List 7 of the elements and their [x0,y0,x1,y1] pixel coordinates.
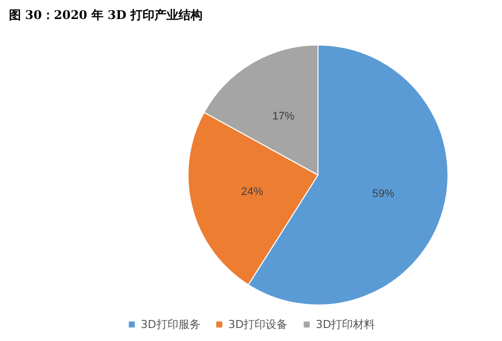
legend-label: 3D打印设备 [228,318,288,331]
data-label: 24% [241,186,264,198]
legend-label: 3D打印材料 [316,318,376,331]
legend-label: 3D打印服务 [140,318,200,331]
chart-title: 图 30：2020 年 3D 打印产业结构 [9,8,203,22]
data-label: 59% [372,188,395,200]
data-label: 17% [272,110,295,122]
